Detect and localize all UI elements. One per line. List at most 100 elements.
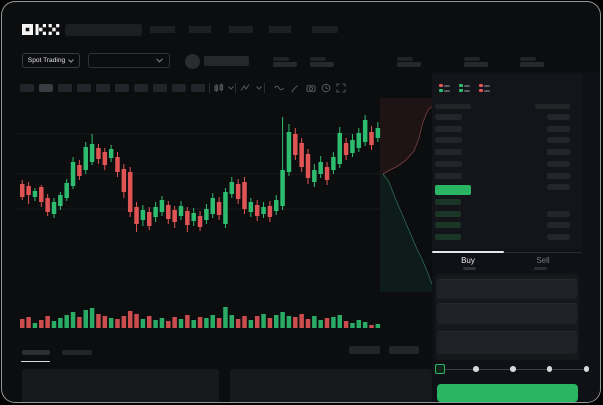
buy-submit-button[interactable]	[437, 384, 578, 402]
ask-amount-row[interactable]	[547, 137, 570, 144]
ask-price-row[interactable]	[435, 149, 462, 156]
chevron-down-icon	[68, 58, 75, 63]
percent-slider-handle[interactable]	[434, 364, 445, 374]
candle-body	[45, 198, 50, 212]
depth-ask-line	[382, 104, 434, 175]
search-input[interactable]	[65, 24, 142, 36]
volume-bar	[102, 316, 108, 328]
price-field[interactable]	[437, 279, 577, 299]
orders-action-button[interactable]	[389, 346, 419, 354]
bid-price-row[interactable]	[435, 199, 461, 205]
volume-bar	[324, 318, 330, 328]
timeframe-button[interactable]	[153, 84, 167, 92]
timeframe-button[interactable]	[172, 84, 186, 92]
ask-amount-row[interactable]	[547, 149, 570, 156]
tab-sell[interactable]: Sell	[536, 256, 550, 265]
bid-price-row[interactable]	[435, 210, 461, 217]
timeframe-button[interactable]	[96, 84, 110, 92]
ask-price-row[interactable]	[435, 172, 462, 179]
okx-logo[interactable]: OKX	[22, 23, 60, 36]
book-both-icon[interactable]	[439, 82, 451, 94]
ask-price-row[interactable]	[435, 114, 462, 120]
chevron-down-icon[interactable]	[226, 83, 236, 93]
nav-item[interactable]	[229, 26, 253, 33]
timeframe-button[interactable]	[39, 84, 53, 92]
tab-buy[interactable]: Buy	[461, 256, 475, 265]
volume-bar	[254, 316, 260, 328]
fullscreen-icon[interactable]	[336, 83, 346, 93]
volume-bar	[369, 325, 374, 328]
volume-bar	[20, 319, 25, 328]
amount-field[interactable]	[437, 303, 577, 324]
percent-slider-stop[interactable]	[546, 366, 553, 372]
market-type-dropdown[interactable]: Spot Trading	[22, 53, 80, 68]
nav-item[interactable]	[189, 26, 211, 33]
timeframe-button[interactable]	[20, 84, 34, 92]
toolbar-divider	[264, 83, 265, 93]
icon-row	[479, 83, 491, 88]
volume-bar	[108, 318, 114, 328]
orderbook-last-price[interactable]	[435, 185, 471, 195]
orders-action-button[interactable]	[349, 346, 380, 354]
ask-amount-row[interactable]	[547, 114, 570, 120]
camera-icon[interactable]	[306, 83, 316, 93]
volume-bar	[178, 319, 184, 328]
percent-slider-stop[interactable]	[510, 366, 516, 372]
clock-icon[interactable]	[321, 83, 331, 93]
bid-amount-row[interactable]	[547, 233, 570, 240]
candle-type-icon[interactable]	[214, 83, 224, 93]
chevron-down-icon[interactable]	[254, 83, 264, 93]
timeframe-button[interactable]	[134, 84, 148, 92]
bid-amount-row[interactable]	[547, 222, 570, 229]
ask-amount-row[interactable]	[547, 184, 570, 191]
candle-body	[191, 213, 196, 221]
candle-body	[127, 172, 133, 212]
ask-amount-row[interactable]	[547, 172, 570, 179]
draw-pencil-icon[interactable]	[290, 83, 300, 93]
book-asks-icon[interactable]	[479, 82, 491, 94]
candle-body	[267, 206, 273, 217]
candle-body	[121, 169, 127, 192]
candle-body	[70, 162, 76, 186]
total-field[interactable]	[437, 331, 577, 354]
timeframe-button[interactable]	[77, 84, 91, 92]
bid-price-row[interactable]	[435, 222, 461, 229]
bid-price-row[interactable]	[435, 233, 461, 240]
book-bids-icon[interactable]	[459, 82, 471, 94]
candlestick-chart[interactable]	[17, 98, 434, 340]
ask-amount-row[interactable]	[547, 125, 570, 132]
candle-body	[274, 200, 279, 211]
ask-amount-row[interactable]	[547, 160, 570, 167]
bid-amount-row[interactable]	[547, 210, 570, 217]
ticker-stat-value	[273, 62, 297, 67]
wave-icon[interactable]	[274, 83, 284, 93]
candle-body	[172, 210, 177, 222]
candle-body	[356, 133, 362, 148]
percent-slider-stop[interactable]	[473, 366, 479, 372]
candle-body	[134, 207, 139, 224]
nav-item[interactable]	[269, 26, 291, 33]
ask-price-row[interactable]	[435, 137, 462, 144]
volume-bar	[362, 322, 368, 328]
candle-body	[166, 205, 171, 219]
indicator-icon[interactable]	[240, 83, 250, 93]
volume-bar	[350, 323, 355, 328]
candle-body	[185, 211, 190, 225]
candle-body	[223, 192, 228, 224]
candle-body	[337, 133, 342, 164]
ask-price-row[interactable]	[435, 160, 462, 167]
icon-row	[479, 88, 491, 93]
volume-bar	[159, 318, 165, 328]
timeframe-button[interactable]	[191, 84, 205, 92]
percent-slider-stop[interactable]	[583, 366, 590, 372]
nav-item-right[interactable]	[312, 26, 338, 33]
timeframe-button[interactable]	[58, 84, 72, 92]
volume-bar	[140, 319, 146, 328]
pair-select-dropdown[interactable]	[88, 53, 170, 68]
orders-tab-open[interactable]	[22, 350, 50, 355]
orders-tab-history[interactable]	[62, 350, 92, 355]
volume-bar	[58, 318, 63, 328]
nav-item[interactable]	[150, 26, 175, 33]
timeframe-button[interactable]	[115, 84, 129, 92]
ask-price-row[interactable]	[435, 125, 462, 132]
